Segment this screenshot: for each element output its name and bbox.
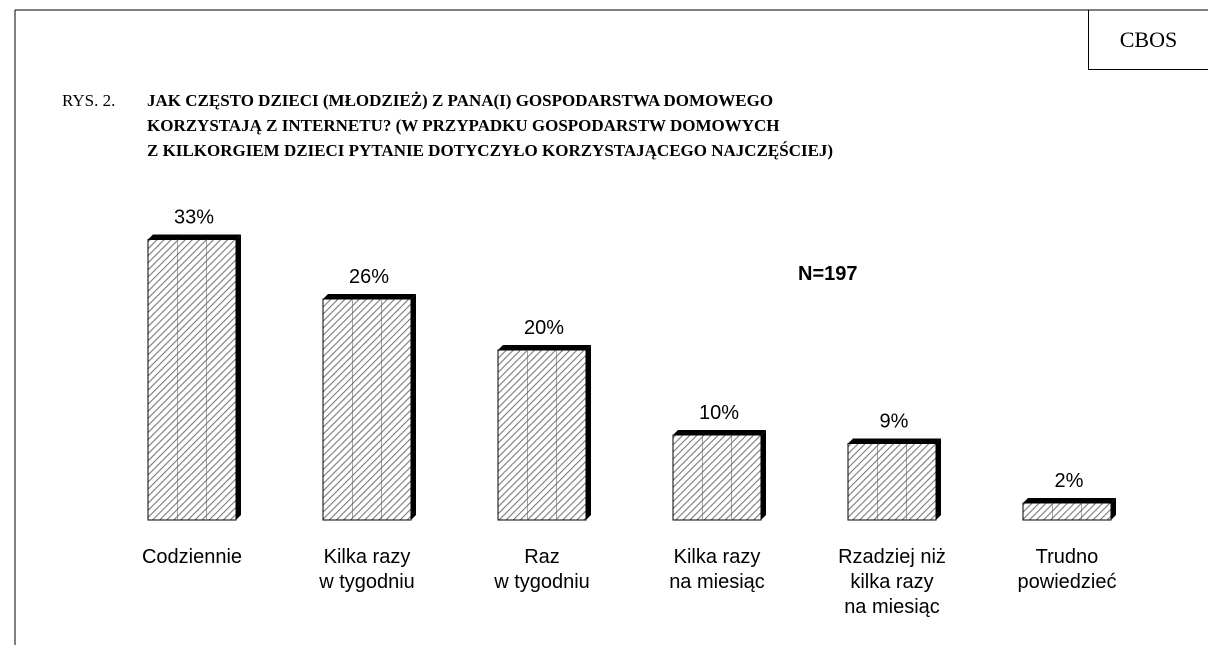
bar-top <box>323 294 416 299</box>
bar-front <box>1022 502 1112 521</box>
x-tick-label: Rzadziej niż kilka razy na miesiąc <box>838 546 946 618</box>
x-tick-label: Raz w tygodniu <box>493 546 590 593</box>
bar-front <box>322 298 412 521</box>
bar <box>847 438 941 521</box>
x-tick-label: Kilka razy na miesiąc <box>669 546 765 593</box>
annotation: N=197 <box>798 263 858 285</box>
bar-front <box>497 349 587 521</box>
bar-front <box>147 239 237 521</box>
chart-title: JAK CZĘSTO DZIECI (MŁODZIEŻ) Z PANA(I) G… <box>147 91 834 160</box>
figure-label: RYS. 2. <box>62 91 116 110</box>
bar <box>147 234 241 521</box>
value-label: 10% <box>699 402 739 424</box>
bar <box>1022 498 1116 521</box>
bar-side <box>411 294 416 520</box>
bar-top <box>498 345 591 350</box>
bar-top <box>848 438 941 444</box>
x-tick-label: Codziennie <box>142 546 242 568</box>
bar-top <box>1023 498 1116 503</box>
bar-top <box>148 234 241 240</box>
x-tick-label: Trudno powiedzieć <box>1018 546 1117 593</box>
bar-top <box>673 430 766 435</box>
bar <box>322 294 416 521</box>
x-tick-label: Kilka razy w tygodniu <box>318 546 415 593</box>
bar-side <box>936 438 941 520</box>
source: CBOS <box>1088 10 1208 70</box>
bar-side <box>761 430 766 520</box>
bar <box>672 430 766 521</box>
value-label: 9% <box>880 411 909 433</box>
bar-side <box>236 234 241 520</box>
bar-side <box>586 345 591 520</box>
bar-side <box>1111 498 1116 520</box>
bar-front <box>672 434 762 521</box>
value-label: 26% <box>349 266 389 288</box>
value-label: 20% <box>524 317 564 339</box>
bar-front <box>847 443 937 521</box>
value-label: 2% <box>1055 470 1084 492</box>
bar <box>497 345 591 521</box>
value-label: 33% <box>174 207 214 229</box>
